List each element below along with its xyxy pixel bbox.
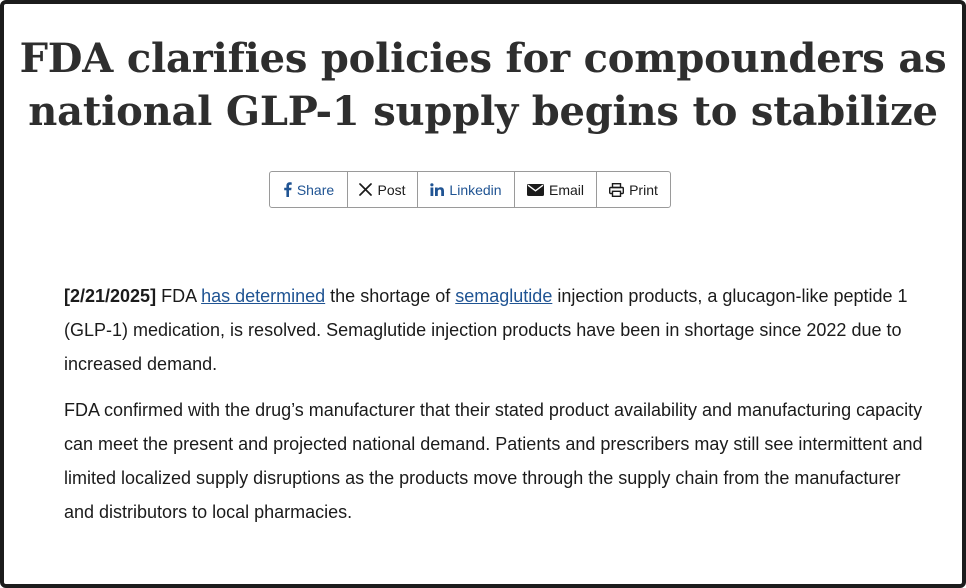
email-label: Email (548, 181, 584, 198)
has-determined-link[interactable]: has determined (201, 286, 326, 306)
semaglutide-link[interactable]: semaglutide (455, 286, 553, 306)
facebook-icon (283, 182, 292, 197)
x-post-button[interactable]: Post (348, 172, 418, 207)
article-body: [2/21/2025] FDA has determined the short… (64, 279, 924, 529)
share-label: Share (296, 181, 335, 198)
article-date: [2/21/2025] (64, 286, 157, 306)
paragraph-2: FDA confirmed with the drug’s manufactur… (64, 400, 923, 522)
linkedin-label: Linkedin (449, 181, 502, 198)
printer-icon (609, 182, 625, 197)
p1-text-1: FDA (156, 286, 202, 306)
share-toolbar: Share Post Linkedin (269, 171, 671, 208)
email-share-button[interactable]: Email (515, 172, 597, 207)
print-button[interactable]: Print (597, 172, 670, 207)
p1-text-2: the shortage of (325, 286, 456, 306)
p1-text-3: injection products, a glucagon-like pept… (64, 286, 908, 374)
envelope-icon (526, 183, 544, 196)
page-title: FDA clarifies policies for compounders a… (19, 35, 947, 135)
post-label: Post (377, 181, 406, 198)
paragraph-1: [2/21/2025] FDA has determined the short… (64, 279, 924, 381)
print-label: Print (629, 181, 658, 198)
x-icon (359, 183, 373, 196)
linkedin-icon (430, 183, 445, 196)
linkedin-share-button[interactable]: Linkedin (418, 172, 515, 207)
facebook-share-button[interactable]: Share (270, 172, 348, 207)
